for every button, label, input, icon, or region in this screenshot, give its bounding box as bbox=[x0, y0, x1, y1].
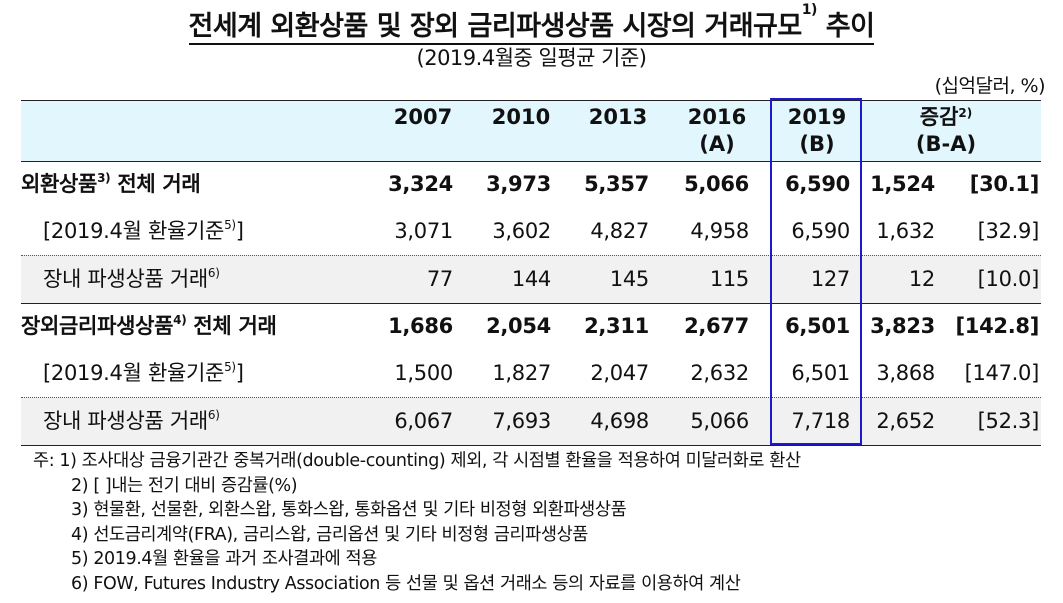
row-label: [2019.4월 환율기준5)] bbox=[43, 360, 244, 385]
cell-2013: 2,047 bbox=[590, 361, 649, 385]
table-row: 장외금리파생상품4) 전체 거래 1,686 2,054 2,311 2,677… bbox=[21, 303, 1041, 350]
footnote-3: 3) 현물환, 선물환, 외환스왑, 통화스왑, 통화옵션 및 기타 비정형 외… bbox=[71, 500, 627, 520]
footnote-5: 5) 2019.4월 환율을 과거 조사결과에 적용 bbox=[71, 549, 377, 569]
cell-2007: 1,686 bbox=[388, 314, 453, 338]
table-row: [2019.4월 환율기준5)] 1,500 1,827 2,047 2,632… bbox=[21, 350, 1041, 397]
cell-change-pct: [52.3] bbox=[977, 409, 1040, 433]
cell-change: 1,632 bbox=[876, 219, 935, 243]
cell-change-pct: [147.0] bbox=[964, 361, 1040, 385]
row-label: [2019.4월 환율기준5)] bbox=[43, 218, 244, 243]
cell-2019: 7,718 bbox=[791, 409, 850, 433]
cell-2019: 6,501 bbox=[785, 314, 850, 338]
cell-change: 2,652 bbox=[876, 409, 935, 433]
cell-2013: 4,827 bbox=[590, 219, 649, 243]
cell-2016: 2,632 bbox=[690, 361, 749, 385]
cell-2007: 6,067 bbox=[394, 409, 453, 433]
table-header-row: 2007 2010 2013 2016 (A) 2019 (B) 증감2) (B-A) bbox=[21, 100, 1041, 162]
cell-change: 3,868 bbox=[876, 361, 935, 385]
cell-2007: 1,500 bbox=[394, 361, 453, 385]
cell-2019: 6,501 bbox=[791, 361, 850, 385]
table-row: 장내 파생상품 거래6) 6,067 7,693 4,698 5,066 7,7… bbox=[21, 397, 1041, 446]
cell-2013: 4,698 bbox=[590, 409, 649, 433]
cell-2010: 2,054 bbox=[486, 314, 551, 338]
cell-change: 3,823 bbox=[870, 314, 935, 338]
cell-2016: 115 bbox=[709, 267, 749, 291]
cell-2019: 6,590 bbox=[791, 219, 850, 243]
cell-2010: 1,827 bbox=[492, 361, 551, 385]
subtitle: (2019.4월중 일평균 기준) bbox=[416, 46, 647, 70]
footnote-4: 4) 선도금리계약(FRA), 금리스왑, 금리옵션 및 기타 비정형 금리파생… bbox=[71, 524, 588, 545]
title-footnote-ref: 1) bbox=[801, 2, 818, 18]
cell-2007: 3,071 bbox=[394, 219, 453, 243]
table-row: 외환상품3) 전체 거래 3,324 3,973 5,357 5,066 6,5… bbox=[21, 161, 1041, 208]
cell-change-pct: [10.0] bbox=[977, 267, 1040, 291]
page-title: 전세계 외환상품 및 장외 금리파생상품 시장의 거래규모1) 추이 bbox=[0, 2, 1063, 45]
header-2010: 2010 bbox=[491, 105, 551, 129]
title-text: 전세계 외환상품 및 장외 금리파생상품 시장의 거래규모 bbox=[188, 11, 803, 42]
cell-change-pct: [30.1] bbox=[969, 172, 1040, 196]
header-2007: 2007 bbox=[393, 105, 453, 129]
cell-2010: 144 bbox=[511, 267, 551, 291]
cell-2010: 3,602 bbox=[492, 219, 551, 243]
row-label: 장내 파생상품 거래6) bbox=[43, 266, 220, 291]
row-label: 장내 파생상품 거래6) bbox=[43, 408, 220, 433]
header-change: 증감2) (B-A) bbox=[915, 105, 977, 156]
cell-2016: 5,066 bbox=[684, 172, 749, 196]
table-row: 장내 파생상품 거래6) 77 144 145 115 127 12 [10.0… bbox=[21, 255, 1041, 304]
cell-2010: 7,693 bbox=[492, 409, 551, 433]
cell-2013: 2,311 bbox=[584, 314, 649, 338]
unit-label: (십억달러, %) bbox=[934, 75, 1046, 97]
header-2016: 2016 (A) bbox=[687, 105, 747, 156]
cell-2010: 3,973 bbox=[486, 172, 551, 196]
row-label: 장외금리파생상품4) 전체 거래 bbox=[21, 313, 277, 338]
cell-2016: 5,066 bbox=[690, 409, 749, 433]
cell-2013: 145 bbox=[609, 267, 649, 291]
cell-2016: 4,958 bbox=[690, 219, 749, 243]
cell-2016: 2,677 bbox=[684, 314, 749, 338]
footnote-6: 6) FOW, Futures Industry Association 등 선… bbox=[71, 573, 741, 594]
row-label: 외환상품3) 전체 거래 bbox=[21, 171, 201, 196]
cell-2007: 3,324 bbox=[388, 172, 453, 196]
title-suffix: 추이 bbox=[825, 11, 875, 42]
cell-change-pct: [142.8] bbox=[955, 314, 1039, 338]
footnote-1: 주: 1) 조사대상 금융기관간 중복거래(double-counting) 제… bbox=[33, 451, 801, 471]
cell-2013: 5,357 bbox=[584, 172, 649, 196]
header-2019: 2019 (B) bbox=[787, 105, 847, 156]
cell-2007: 77 bbox=[426, 267, 453, 291]
cell-change: 12 bbox=[908, 267, 935, 291]
cell-2019: 6,590 bbox=[785, 172, 850, 196]
footnotes: 주: 1) 조사대상 금융기관간 중복거래(double-counting) 제… bbox=[33, 449, 801, 596]
header-2013: 2013 bbox=[588, 105, 648, 129]
table-row: [2019.4월 환율기준5)] 3,071 3,602 4,827 4,958… bbox=[21, 208, 1041, 255]
cell-change: 1,524 bbox=[870, 172, 935, 196]
cell-change-pct: [32.9] bbox=[977, 219, 1040, 243]
cell-2019: 127 bbox=[810, 267, 850, 291]
footnote-2: 2) [ ]내는 전기 대비 증감률(%) bbox=[71, 475, 298, 496]
